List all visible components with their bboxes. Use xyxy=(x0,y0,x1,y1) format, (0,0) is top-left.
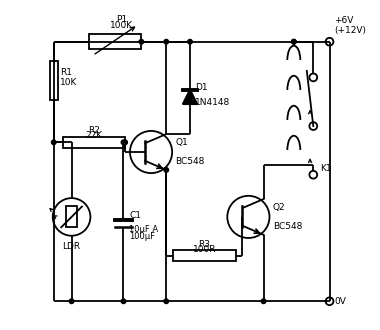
Text: 22K: 22K xyxy=(86,131,103,140)
Text: R3: R3 xyxy=(198,240,211,249)
Circle shape xyxy=(291,40,296,44)
Circle shape xyxy=(121,140,126,145)
Text: P1: P1 xyxy=(116,15,127,24)
Circle shape xyxy=(261,299,266,304)
Text: R1
10K: R1 10K xyxy=(60,68,78,87)
Text: +6V
(+12V): +6V (+12V) xyxy=(334,16,366,35)
Circle shape xyxy=(164,299,168,304)
Text: LDR: LDR xyxy=(63,242,81,251)
Text: 1N4148: 1N4148 xyxy=(195,98,230,108)
Circle shape xyxy=(139,40,144,44)
Circle shape xyxy=(123,140,127,145)
Text: BC548: BC548 xyxy=(273,222,302,231)
Text: 100K: 100K xyxy=(110,21,133,30)
Polygon shape xyxy=(183,89,197,104)
Circle shape xyxy=(51,140,56,145)
Bar xyxy=(50,61,58,100)
Bar xyxy=(173,250,236,261)
Text: 100R: 100R xyxy=(193,245,216,254)
Text: D1: D1 xyxy=(195,83,207,92)
Circle shape xyxy=(121,299,126,304)
Circle shape xyxy=(291,40,296,44)
Circle shape xyxy=(164,168,168,172)
Text: Q2: Q2 xyxy=(273,203,285,212)
Circle shape xyxy=(188,40,192,44)
Bar xyxy=(66,206,77,227)
Text: C1: C1 xyxy=(129,211,141,220)
Text: R2: R2 xyxy=(89,126,100,135)
Bar xyxy=(63,137,125,148)
Bar xyxy=(89,34,141,49)
Text: 100μF: 100μF xyxy=(129,232,155,241)
Text: 10μF A: 10μF A xyxy=(129,225,158,234)
Text: 0V: 0V xyxy=(334,297,346,306)
Text: K1: K1 xyxy=(320,164,331,173)
Text: BC548: BC548 xyxy=(176,157,205,166)
Circle shape xyxy=(69,299,74,304)
Text: Q1: Q1 xyxy=(176,138,188,147)
Circle shape xyxy=(164,40,168,44)
